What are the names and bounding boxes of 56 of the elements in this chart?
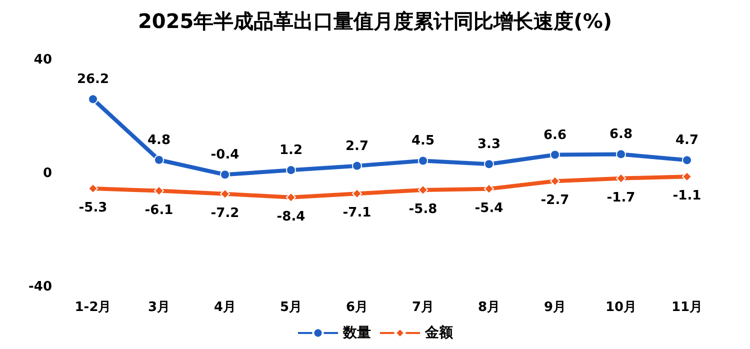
- data-label: 4.7: [675, 133, 699, 148]
- data-label: -2.7: [540, 193, 570, 208]
- point: [286, 192, 296, 202]
- data-label: -5.8: [408, 202, 438, 217]
- data-label: -1.1: [672, 188, 702, 204]
- x-tick-label: 5月: [280, 300, 302, 315]
- chart-title: 2025年半成品革出口量值月度累计同比增长速度(%): [138, 9, 612, 33]
- point: [682, 172, 692, 182]
- x-tick-label: 11月: [671, 300, 703, 315]
- point: [418, 156, 428, 166]
- data-label: -8.4: [276, 209, 306, 224]
- point: [550, 176, 560, 186]
- x-tick-label: 1-2月: [74, 300, 112, 315]
- x-tick-label: 8月: [478, 300, 500, 315]
- data-label: -5.4: [474, 200, 504, 216]
- data-label: 4.8: [147, 132, 171, 148]
- data-label: -7.2: [210, 206, 240, 221]
- y-tick-label: 40: [34, 52, 52, 68]
- data-label: 4.5: [411, 134, 435, 149]
- point: [484, 184, 494, 194]
- point: [88, 184, 98, 194]
- data-label: -6.1: [144, 202, 174, 218]
- y-tick-label: 0: [42, 166, 52, 181]
- data-label: 6.6: [543, 128, 567, 143]
- data-label: 6.8: [609, 127, 633, 142]
- data-label: -5.3: [78, 200, 108, 216]
- data-label: 2.7: [345, 138, 369, 154]
- point: [220, 170, 230, 180]
- point: [88, 94, 98, 104]
- data-label: 1.2: [279, 143, 303, 158]
- x-tick-label: 7月: [412, 300, 434, 315]
- point: [484, 159, 494, 170]
- data-label: -7.1: [342, 206, 372, 221]
- legend-label: 金额: [424, 324, 454, 341]
- point: [154, 186, 164, 196]
- point: [616, 173, 626, 184]
- point: [286, 165, 296, 176]
- point: [352, 188, 362, 199]
- data-label: 3.3: [477, 137, 501, 152]
- x-tick-label: 4月: [214, 300, 236, 315]
- point: [616, 149, 626, 160]
- x-tick-label: 10月: [605, 300, 637, 315]
- point: [418, 184, 428, 195]
- point: [682, 155, 692, 166]
- data-label: 26.2: [76, 72, 110, 88]
- point: [154, 154, 164, 165]
- x-tick-label: 9月: [544, 300, 566, 315]
- data-label: -1.7: [606, 190, 636, 206]
- x-tick-label: 3月: [148, 300, 170, 315]
- point: [220, 188, 230, 199]
- legend-label: 数量: [342, 325, 371, 341]
- point: [550, 150, 560, 160]
- y-tick-label: -40: [28, 280, 52, 294]
- data-label: -0.4: [210, 148, 240, 163]
- point: [352, 160, 362, 171]
- x-tick-label: 6月: [346, 300, 368, 315]
